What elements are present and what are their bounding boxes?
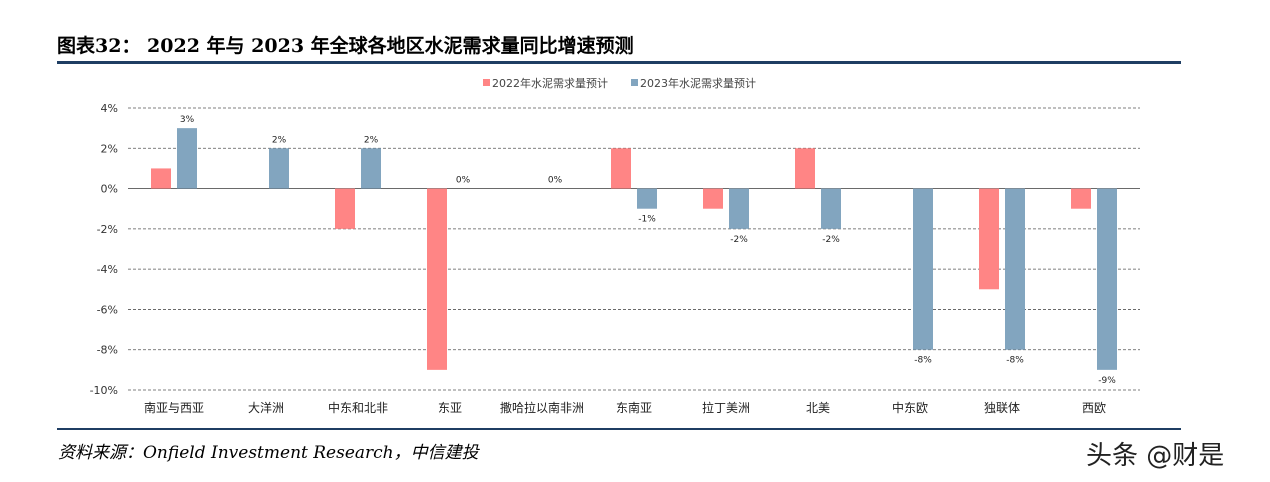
x-tick-label: 北美 bbox=[806, 401, 830, 415]
bar bbox=[611, 148, 631, 189]
x-tick-label: 撒哈拉以南非洲 bbox=[500, 400, 584, 415]
x-tick-label: 拉丁美洲 bbox=[702, 400, 750, 415]
bar bbox=[151, 168, 171, 189]
bar bbox=[1005, 188, 1025, 350]
y-tick-label: 0% bbox=[101, 183, 118, 196]
watermark: 头条 @财是 bbox=[1086, 441, 1225, 471]
x-tick-label: 南亚与西亚 bbox=[144, 400, 204, 415]
bar bbox=[703, 188, 723, 209]
data-label: -9% bbox=[1098, 376, 1116, 386]
data-label: -2% bbox=[730, 235, 748, 245]
y-tick-label: -8% bbox=[97, 344, 118, 357]
data-label: 3% bbox=[180, 115, 195, 125]
bar-chart: 4% 2% 0% -2% -4% -6% -8% -10% 3% 2% 2% 0% 0% -1% -2% -… bbox=[90, 76, 1140, 415]
bar bbox=[637, 188, 657, 209]
data-labels: 3% 2% 2% 0% 0% -1% -2% -2% -8% -8% -9% bbox=[180, 115, 1116, 386]
data-label: -8% bbox=[1006, 356, 1024, 366]
bar bbox=[1097, 188, 1117, 370]
bar bbox=[361, 148, 381, 189]
legend-label: 2022年水泥需求量预计 bbox=[492, 76, 608, 90]
bar bbox=[335, 188, 355, 229]
data-label: -8% bbox=[914, 356, 932, 366]
bar bbox=[979, 188, 999, 290]
title-rule bbox=[57, 61, 1181, 64]
x-axis: 南亚与西亚 大洋洲 中东和北非 东亚 撒哈拉以南非洲 东南亚 拉丁美洲 北美 中东欧 独联体 西欧 bbox=[144, 400, 1106, 415]
data-label: 0% bbox=[548, 176, 563, 186]
y-tick-label: 4% bbox=[101, 102, 118, 115]
y-tick-label: -2% bbox=[97, 223, 118, 236]
x-tick-label: 西欧 bbox=[1082, 401, 1106, 415]
y-tick-label: -6% bbox=[97, 303, 118, 316]
x-tick-label: 东亚 bbox=[438, 401, 462, 415]
legend-label: 2023年水泥需求量预计 bbox=[640, 76, 756, 90]
data-label: -2% bbox=[822, 235, 840, 245]
x-tick-label: 中东欧 bbox=[892, 400, 928, 415]
bar bbox=[1071, 188, 1091, 209]
source-rule bbox=[57, 428, 1181, 430]
source-note: 资料来源：Onfield Investment Research，中信建投 bbox=[58, 443, 479, 463]
figure-title: 图表32： 2022 年与 2023 年全球各地区水泥需求量同比增速预测 bbox=[57, 35, 634, 57]
legend: 2022年水泥需求量预计 2023年水泥需求量预计 bbox=[483, 76, 756, 90]
x-tick-label: 东南亚 bbox=[616, 400, 652, 415]
y-axis: 4% 2% 0% -2% -4% -6% -8% -10% bbox=[90, 102, 118, 397]
x-tick-label: 中东和北非 bbox=[328, 400, 388, 415]
data-label: 0% bbox=[456, 176, 471, 186]
y-tick-label: 2% bbox=[101, 142, 118, 155]
y-tick-label: -10% bbox=[90, 384, 118, 397]
data-label: -1% bbox=[638, 215, 656, 225]
data-label: 2% bbox=[364, 135, 379, 145]
bar bbox=[795, 148, 815, 189]
x-tick-label: 大洋洲 bbox=[248, 400, 284, 415]
legend-swatch bbox=[483, 79, 490, 86]
grid-lines bbox=[128, 107, 1140, 391]
bar bbox=[177, 128, 197, 189]
bar bbox=[821, 188, 841, 229]
bars bbox=[151, 128, 1117, 370]
data-label: 2% bbox=[272, 135, 287, 145]
y-tick-label: -4% bbox=[97, 263, 118, 276]
bar bbox=[269, 148, 289, 189]
bar bbox=[913, 188, 933, 350]
bar bbox=[729, 188, 749, 229]
legend-swatch bbox=[631, 79, 638, 86]
bar bbox=[427, 188, 447, 370]
x-tick-label: 独联体 bbox=[984, 401, 1020, 415]
